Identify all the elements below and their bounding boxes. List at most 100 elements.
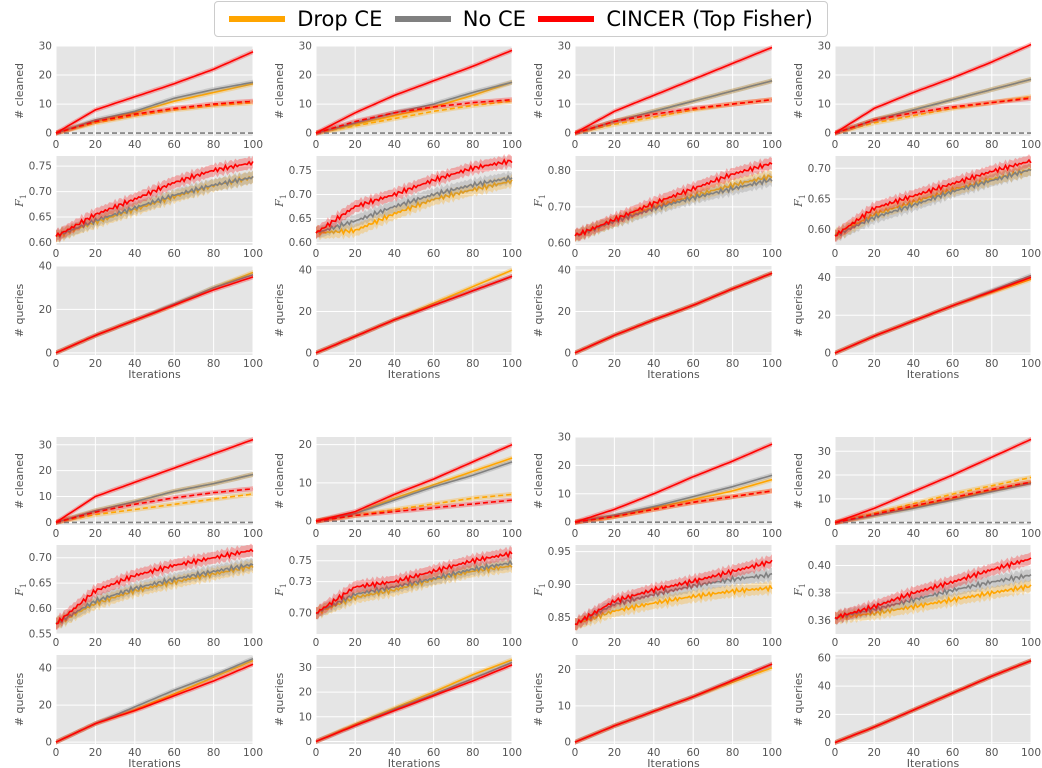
series-band xyxy=(56,486,253,525)
y-tick-label: 0.70 xyxy=(29,552,52,564)
x-tick-label: 40 xyxy=(647,528,660,540)
x-tick-label: 40 xyxy=(128,747,141,759)
series-band xyxy=(316,559,512,620)
y-axis-label: # queries xyxy=(532,283,545,337)
series-band xyxy=(316,154,512,239)
x-tick-label: 40 xyxy=(907,637,920,649)
series-line xyxy=(834,96,1032,134)
series-line xyxy=(55,488,254,524)
x-axis-label: Iterations xyxy=(647,368,700,381)
y-tick-label: 0 xyxy=(305,516,312,528)
series-line xyxy=(315,559,513,615)
y-tick-label: 10 xyxy=(818,493,831,505)
y-axis-label: # cleaned xyxy=(532,63,545,119)
x-tick-label: 0 xyxy=(313,747,320,759)
x-tick-label: 20 xyxy=(868,747,881,759)
y-tick-label: 0.95 xyxy=(548,546,571,558)
y-tick-label: 20 xyxy=(818,709,831,721)
x-tick-label: 100 xyxy=(502,528,522,540)
series-band xyxy=(575,172,772,242)
y-tick-label: 40 xyxy=(39,261,52,273)
y-tick-label: 10 xyxy=(299,477,312,489)
x-tick-label: 0 xyxy=(832,248,839,260)
y-axis-label: # cleaned xyxy=(792,453,805,509)
x-tick-label: 0 xyxy=(832,637,839,649)
y-tick-label: 40 xyxy=(558,265,571,277)
legend-label-no-ce: No CE xyxy=(462,7,526,31)
panel-g5-f1: 0 20 40 60 80 100 0.55 0.60 0.65 0.70 F1 xyxy=(13,543,263,649)
series-line xyxy=(834,97,1032,134)
series-line xyxy=(574,443,773,523)
x-tick-label: 20 xyxy=(349,358,362,370)
y-tick-label: 30 xyxy=(39,41,52,53)
x-tick-label: 0 xyxy=(572,248,579,260)
y-tick-label: 40 xyxy=(39,662,52,674)
series-line xyxy=(834,276,1032,354)
panel-g4-queries: 0 20 40 60 80 100 0 20 40 # queries Iterations xyxy=(792,266,1041,381)
y-axis-label: F1 xyxy=(792,583,807,597)
x-tick-label: 20 xyxy=(349,637,362,649)
x-tick-label: 100 xyxy=(762,248,782,260)
series-band xyxy=(316,459,512,524)
y-tick-label: 20 xyxy=(818,470,831,482)
x-tick-label: 60 xyxy=(946,528,959,540)
y-tick-label: 0.55 xyxy=(29,629,52,641)
x-tick-label: 100 xyxy=(1021,139,1041,151)
panel-g5-cleaned: 0 20 40 60 80 100 0 10 20 30 # cleaned xyxy=(13,437,263,540)
x-tick-label: 100 xyxy=(243,358,263,370)
y-axis-label: F1 xyxy=(532,194,547,208)
x-tick-label: 40 xyxy=(128,358,141,370)
y-tick-label: 0.65 xyxy=(29,212,52,224)
x-tick-label: 20 xyxy=(89,747,102,759)
x-axis-label: Iterations xyxy=(128,757,181,768)
panel-g8-queries: 0 20 40 60 80 100 0 20 40 60 # queries Iterations xyxy=(792,652,1041,768)
panel-g5-queries: 0 20 40 60 80 100 0 20 40 # queries Iterations xyxy=(13,655,263,768)
x-tick-label: 80 xyxy=(466,747,479,759)
y-axis-label: F1 xyxy=(273,194,288,208)
x-tick-label: 80 xyxy=(726,139,739,151)
x-tick-label: 20 xyxy=(608,139,621,151)
x-tick-label: 0 xyxy=(572,747,579,759)
series-line xyxy=(55,563,254,625)
x-tick-label: 0 xyxy=(832,747,839,759)
x-tick-label: 20 xyxy=(868,139,881,151)
x-tick-label: 100 xyxy=(502,139,522,151)
plot-background xyxy=(56,545,253,634)
series-line xyxy=(574,570,773,625)
series-band xyxy=(835,436,1031,526)
y-tick-label: 60 xyxy=(818,652,831,664)
series-line xyxy=(834,583,1032,621)
x-tick-label: 40 xyxy=(647,747,660,759)
x-tick-label: 100 xyxy=(762,358,782,370)
y-axis-label: F1 xyxy=(13,194,28,208)
x-tick-label: 80 xyxy=(466,637,479,649)
y-axis-label: # queries xyxy=(13,672,26,726)
x-tick-label: 20 xyxy=(868,248,881,260)
series-line xyxy=(55,493,254,524)
y-axis-label: F1 xyxy=(532,583,547,597)
x-tick-label: 20 xyxy=(608,358,621,370)
x-tick-label: 20 xyxy=(608,637,621,649)
legend-label-drop-ce: Drop CE xyxy=(297,7,383,31)
y-tick-label: 0 xyxy=(564,737,571,749)
y-tick-label: 20 xyxy=(818,310,831,322)
plot-background xyxy=(575,545,772,634)
x-tick-label: 80 xyxy=(726,528,739,540)
x-tick-label: 20 xyxy=(608,528,621,540)
x-tick-label: 100 xyxy=(243,248,263,260)
x-tick-label: 100 xyxy=(243,528,263,540)
x-tick-label: 80 xyxy=(466,248,479,260)
x-tick-label: 0 xyxy=(832,358,839,370)
series-line xyxy=(574,161,773,237)
y-tick-label: 0.90 xyxy=(548,579,571,591)
x-tick-label: 100 xyxy=(502,747,522,759)
x-tick-label: 80 xyxy=(207,747,220,759)
plot-background xyxy=(575,437,772,525)
series-line xyxy=(834,481,1032,524)
y-axis-label: F1 xyxy=(13,583,28,597)
series-band xyxy=(575,566,772,631)
x-tick-label: 60 xyxy=(687,248,700,260)
y-tick-label: 20 xyxy=(558,70,571,82)
series-line xyxy=(315,443,513,522)
x-tick-label: 0 xyxy=(572,528,579,540)
